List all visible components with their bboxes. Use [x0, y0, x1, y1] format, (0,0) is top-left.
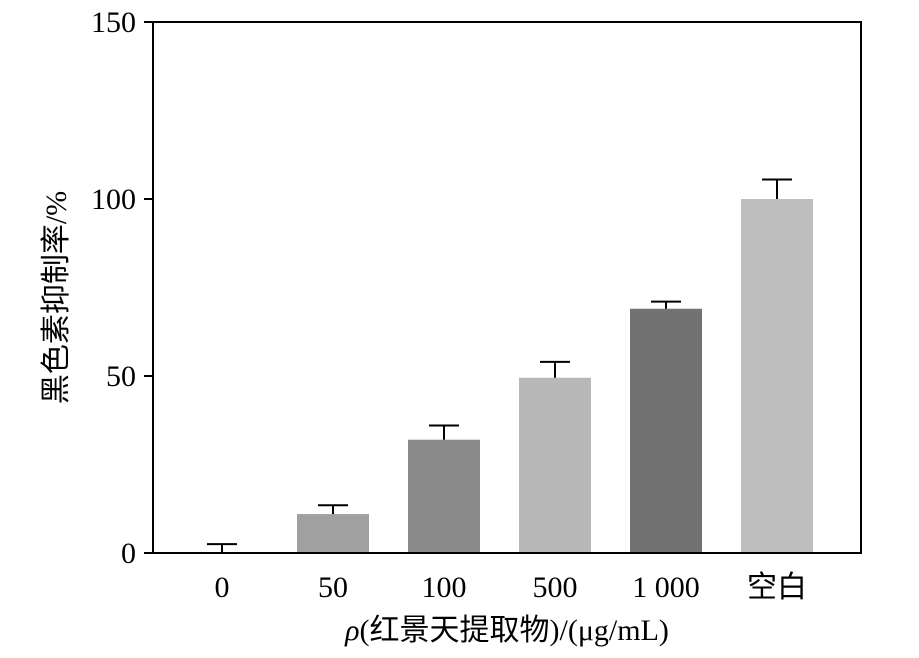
- error-bars-group: [207, 178, 792, 553]
- x-axis-title-symbol: ρ: [344, 614, 359, 647]
- x-tick-label: 100: [422, 571, 467, 604]
- y-axis-ticks: 0 50 100 150: [91, 6, 153, 570]
- bar: [408, 439, 480, 553]
- y-tick-label: 100: [91, 183, 136, 216]
- y-tick-label: 50: [106, 360, 136, 393]
- x-tick-label: 50: [318, 571, 348, 604]
- y-axis-title: 黑色素抑制率/%: [40, 191, 73, 404]
- bars-group: [297, 199, 813, 553]
- x-tick-label: 0: [215, 571, 230, 604]
- x-axis-title-text: (红景天提取物)/(μg/mL): [360, 614, 669, 647]
- bar: [630, 308, 702, 553]
- bar: [519, 377, 591, 553]
- x-axis-ticks: 0 50 100 500 1 000 空白: [215, 571, 808, 604]
- y-tick-label: 150: [91, 6, 136, 39]
- y-tick-label: 0: [121, 537, 136, 570]
- bar: [297, 514, 369, 553]
- x-tick-label: 空白: [747, 571, 807, 604]
- bar: [741, 199, 813, 553]
- x-tick-label: 1 000: [632, 571, 700, 604]
- x-tick-label: 500: [533, 571, 578, 604]
- x-axis-title: ρ(红景天提取物)/(μg/mL): [344, 614, 669, 647]
- plot-frame: [152, 21, 862, 554]
